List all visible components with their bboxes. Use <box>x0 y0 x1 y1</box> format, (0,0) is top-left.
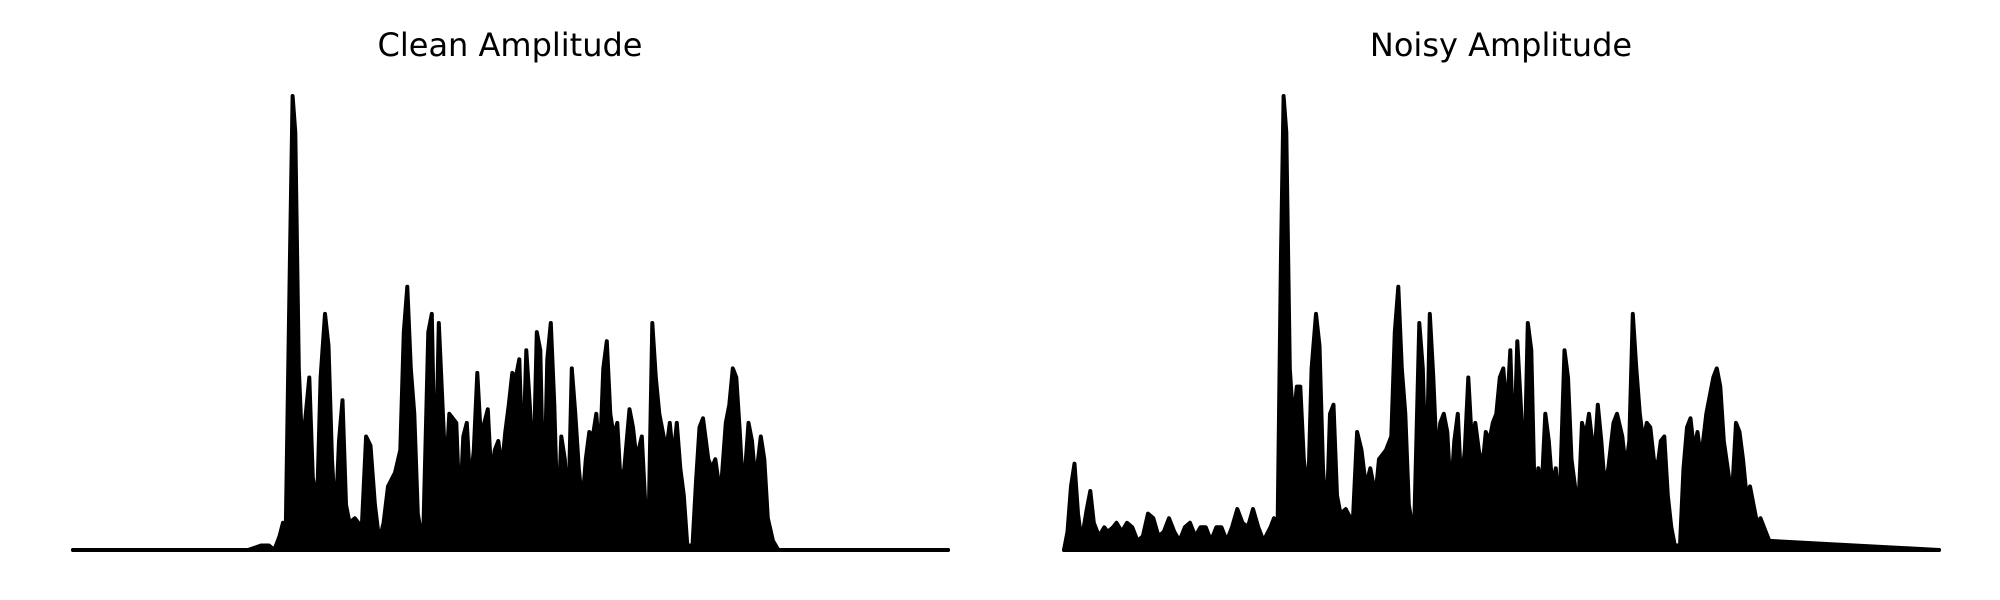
panel-clean: Clean Amplitude <box>71 26 950 552</box>
chart-title-noisy: Noisy Amplitude <box>1370 26 1632 64</box>
chart-title-clean: Clean Amplitude <box>378 26 643 64</box>
amplitude-series-noisy <box>1062 94 1941 552</box>
amplitude-series-clean <box>71 94 950 552</box>
panel-noisy: Noisy Amplitude <box>1062 26 1941 552</box>
